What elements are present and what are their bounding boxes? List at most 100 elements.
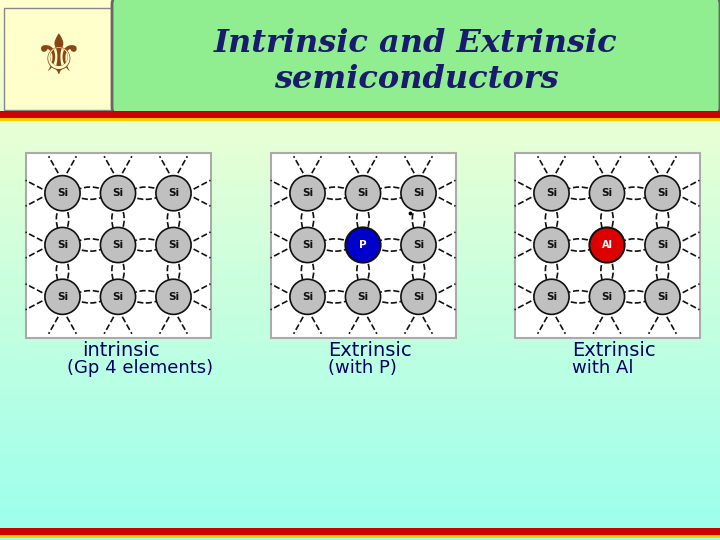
Circle shape — [290, 279, 325, 314]
Bar — [0, 413, 720, 424]
Ellipse shape — [545, 256, 558, 285]
Ellipse shape — [130, 239, 161, 251]
Ellipse shape — [56, 205, 68, 233]
Bar — [0, 152, 720, 163]
Ellipse shape — [545, 205, 558, 233]
Ellipse shape — [130, 187, 161, 199]
Text: Si: Si — [357, 188, 369, 198]
Bar — [0, 467, 720, 478]
Text: P: P — [359, 240, 366, 250]
Text: (with P): (with P) — [328, 359, 397, 377]
Text: Si: Si — [302, 188, 313, 198]
Bar — [25, 152, 210, 338]
Ellipse shape — [376, 291, 406, 303]
Bar — [0, 44, 720, 55]
Text: Si: Si — [657, 188, 668, 198]
Circle shape — [534, 227, 569, 262]
Circle shape — [534, 176, 569, 211]
Bar — [0, 35, 720, 46]
Bar — [0, 458, 720, 469]
Bar — [0, 242, 720, 253]
Circle shape — [156, 227, 191, 262]
Text: Si: Si — [546, 188, 557, 198]
Ellipse shape — [601, 205, 613, 233]
Bar — [0, 359, 720, 370]
Bar — [0, 269, 720, 280]
Ellipse shape — [413, 205, 425, 233]
Circle shape — [401, 176, 436, 211]
Bar — [0, 143, 720, 154]
Ellipse shape — [112, 256, 124, 285]
Circle shape — [401, 279, 436, 314]
Circle shape — [590, 279, 624, 314]
Bar — [0, 8, 720, 19]
Ellipse shape — [320, 291, 351, 303]
Bar — [0, 449, 720, 460]
Bar — [0, 116, 720, 127]
Bar — [0, 118, 720, 121]
Bar — [0, 188, 720, 199]
Bar — [0, 535, 720, 538]
Bar — [0, 62, 720, 73]
Text: Si: Si — [413, 188, 424, 198]
Ellipse shape — [619, 291, 650, 303]
Bar — [0, 494, 720, 505]
Bar — [515, 152, 700, 338]
Text: Si: Si — [357, 292, 369, 302]
Text: Si: Si — [112, 188, 124, 198]
Text: Si: Si — [168, 240, 179, 250]
Bar — [0, 125, 720, 136]
Bar — [0, 440, 720, 451]
Circle shape — [290, 176, 325, 211]
Bar — [0, 530, 720, 540]
Bar — [0, 98, 720, 109]
Circle shape — [590, 176, 624, 211]
Text: Si: Si — [601, 188, 613, 198]
Text: Extrinsic: Extrinsic — [328, 341, 412, 360]
Bar — [0, 404, 720, 415]
Circle shape — [645, 227, 680, 262]
Text: Extrinsic: Extrinsic — [572, 341, 656, 360]
Bar — [0, 206, 720, 217]
Text: Si: Si — [57, 188, 68, 198]
Bar — [0, 521, 720, 532]
Bar — [0, 305, 720, 316]
Ellipse shape — [564, 187, 595, 199]
Text: Si: Si — [657, 292, 668, 302]
Bar — [0, 224, 720, 235]
Bar — [0, 332, 720, 343]
Bar — [0, 107, 720, 118]
Ellipse shape — [564, 291, 595, 303]
Bar — [0, 377, 720, 388]
Text: Si: Si — [546, 292, 557, 302]
Text: ⚜: ⚜ — [34, 32, 84, 86]
Bar — [0, 314, 720, 325]
FancyBboxPatch shape — [4, 8, 114, 110]
Ellipse shape — [167, 205, 180, 233]
Bar — [0, 512, 720, 523]
Bar — [0, 395, 720, 406]
Ellipse shape — [376, 187, 406, 199]
Bar — [0, 278, 720, 289]
Bar — [0, 53, 720, 64]
Text: Si: Si — [57, 292, 68, 302]
Text: with Al: with Al — [572, 359, 634, 377]
Bar — [0, 26, 720, 37]
Ellipse shape — [56, 256, 68, 285]
Bar — [0, 485, 720, 496]
Bar — [0, 503, 720, 514]
Bar — [0, 89, 720, 100]
Bar — [0, 341, 720, 352]
Text: Si: Si — [112, 240, 124, 250]
Circle shape — [100, 227, 135, 262]
Circle shape — [45, 176, 80, 211]
Bar — [0, 422, 720, 433]
Text: Si: Si — [413, 240, 424, 250]
Ellipse shape — [357, 256, 369, 285]
Bar — [271, 152, 456, 338]
Bar — [0, 215, 720, 226]
Text: Si: Si — [168, 292, 179, 302]
Bar — [0, 528, 720, 535]
Circle shape — [346, 279, 381, 314]
Text: Intrinsic and Extrinsic: Intrinsic and Extrinsic — [214, 29, 618, 59]
